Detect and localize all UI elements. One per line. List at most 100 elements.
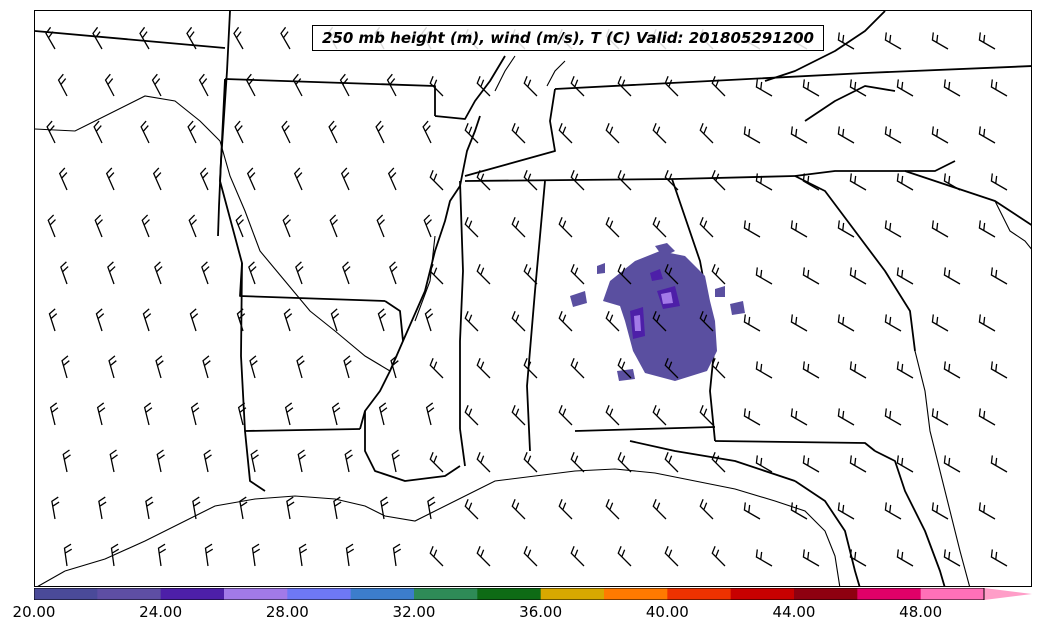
wind-barb <box>802 173 820 191</box>
wind-barb <box>605 498 620 520</box>
map-canvas <box>35 11 1031 586</box>
map-area: 250 mb height (m), wind (m/s), T (C) Val… <box>34 10 1032 587</box>
wind-barb <box>558 498 573 520</box>
wind-barb <box>239 496 248 520</box>
colorbar-cell <box>224 588 288 600</box>
wind-barb <box>570 75 585 97</box>
wind-barb <box>245 73 256 97</box>
wind-barb <box>884 408 902 426</box>
temperature-region-blob <box>570 291 587 307</box>
wind-barb <box>328 120 338 144</box>
wind-barb <box>235 214 244 238</box>
wind-barb <box>931 314 949 332</box>
wind-barb <box>617 451 632 473</box>
wind-barb <box>110 543 120 567</box>
wind-barb <box>464 404 479 426</box>
wind-barb <box>605 216 620 238</box>
wind-barb <box>755 549 773 567</box>
wind-barb <box>837 314 855 332</box>
wind-barb <box>558 122 573 144</box>
coastline <box>35 55 1031 586</box>
wind-barb <box>387 167 397 191</box>
wind-barb <box>511 216 526 238</box>
wind-barb <box>296 355 305 379</box>
wind-barb <box>143 402 153 426</box>
temperature-region-blob <box>730 301 745 315</box>
wind-barb <box>45 26 56 50</box>
colorbar-cell <box>477 588 542 600</box>
wind-barb <box>570 357 585 379</box>
wind-barb <box>342 261 351 285</box>
wind-barb <box>664 357 679 379</box>
wind-barb <box>523 263 538 285</box>
wind-barb <box>429 75 444 97</box>
wind-barb <box>60 261 69 285</box>
wind-barb <box>389 261 398 285</box>
wind-barb <box>978 32 996 50</box>
wind-barb <box>333 496 342 520</box>
wind-barb <box>605 310 620 332</box>
wind-barb <box>429 451 444 473</box>
wind-barb <box>344 449 353 473</box>
wind-barb <box>187 120 197 144</box>
wind-barb <box>978 220 996 238</box>
wind-barb <box>152 167 162 191</box>
wind-barb <box>755 173 773 191</box>
wind-barb <box>202 355 211 379</box>
wind-barb <box>978 408 996 426</box>
wind-barb <box>931 32 949 50</box>
wind-barb <box>617 357 632 379</box>
wind-barb <box>422 120 432 144</box>
wind-barb <box>237 402 247 426</box>
wind-barb <box>743 220 761 238</box>
wind-barb <box>570 545 585 567</box>
wind-barb <box>743 502 761 520</box>
wind-barb <box>837 408 855 426</box>
wind-barb <box>652 310 667 332</box>
temperature-region-inner <box>634 315 641 331</box>
colorbar-tick-label: 36.00 <box>519 603 563 621</box>
wind-barb <box>523 545 538 567</box>
wind-barb <box>990 173 1008 191</box>
wind-barb <box>107 261 116 285</box>
state-boundaries <box>35 11 1031 586</box>
wind-barb <box>188 214 197 238</box>
wind-barb <box>558 404 573 426</box>
wind-barb <box>711 357 726 379</box>
wind-barb <box>151 73 162 97</box>
wind-barb <box>427 496 436 520</box>
wind-barb <box>943 173 961 191</box>
wind-barb <box>978 314 996 332</box>
wind-barb <box>931 220 949 238</box>
wind-barb <box>884 502 902 520</box>
colorbar-tick-label: 40.00 <box>645 603 689 621</box>
wind-barb <box>523 75 538 97</box>
temperature-region-inner <box>661 292 673 304</box>
wind-barb <box>429 357 444 379</box>
wind-barb <box>429 169 444 191</box>
wind-barb <box>246 167 256 191</box>
wind-barb <box>570 169 585 191</box>
wind-barb <box>664 451 679 473</box>
wind-barb <box>145 496 154 520</box>
colorbar-cell <box>540 588 605 600</box>
wind-barb <box>802 267 820 285</box>
wind-barb <box>837 502 855 520</box>
wind-barb <box>711 451 726 473</box>
wind-barb <box>790 408 808 426</box>
wind-barb <box>377 308 387 332</box>
wind-barb <box>711 169 726 191</box>
colorbar <box>34 588 1032 600</box>
wind-barb <box>464 122 479 144</box>
wind-barb <box>96 402 106 426</box>
wind-barb <box>990 361 1008 379</box>
wind-barb <box>46 120 56 144</box>
colorbar-tick-label: 28.00 <box>265 603 309 621</box>
wind-barb <box>154 261 163 285</box>
wind-barb <box>155 355 164 379</box>
wind-barb <box>558 216 573 238</box>
wind-barb <box>570 451 585 473</box>
wind-barb <box>386 73 397 97</box>
wind-barb <box>92 26 103 50</box>
wind-barb <box>392 543 402 567</box>
